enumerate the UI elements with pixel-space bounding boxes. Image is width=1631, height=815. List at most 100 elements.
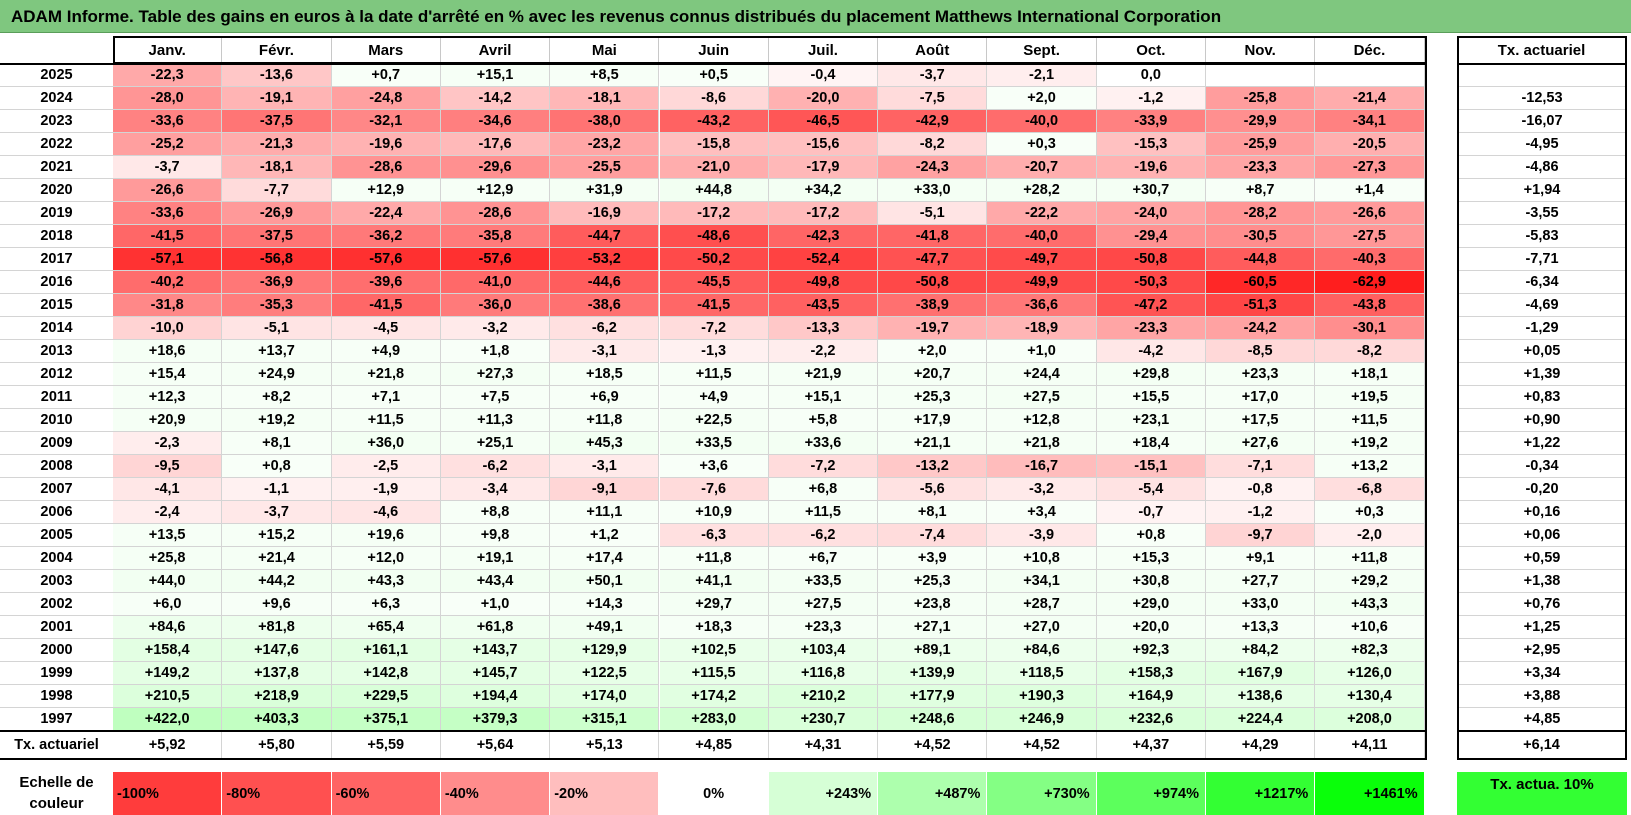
- table-cell: +27,0: [987, 616, 1097, 639]
- rate-cell: +0,83: [1457, 386, 1627, 409]
- table-cell: -25,2: [113, 133, 223, 156]
- table-cell: +375,1: [331, 708, 441, 731]
- table-cell: +30,8: [1096, 570, 1206, 593]
- year-label: 2023: [0, 110, 113, 133]
- table-cell: +232,6: [1096, 708, 1206, 731]
- table-cell: -50,2: [659, 248, 769, 271]
- table-cell: -50,8: [878, 271, 988, 294]
- table-cell: +43,4: [440, 570, 551, 593]
- table-cell: +27,5: [768, 593, 879, 616]
- table-cell: +208,0: [1315, 708, 1425, 731]
- table-cell: +0,3: [1315, 501, 1425, 524]
- table-cell: +129,9: [550, 639, 660, 662]
- table-cell: +18,5: [550, 363, 660, 386]
- table-cell: +45,3: [550, 432, 660, 455]
- footer-cell: +4,52: [878, 731, 988, 758]
- table-cell: -22,2: [987, 202, 1097, 225]
- table-cell: +167,9: [1206, 662, 1316, 685]
- table-cell: -13,2: [878, 455, 988, 478]
- table-cell: +248,6: [878, 708, 988, 731]
- table-cell: -22,3: [113, 64, 223, 87]
- table-cell: -26,6: [1315, 202, 1425, 225]
- table-cell: +0,5: [659, 64, 769, 87]
- rate-cell: -7,71: [1457, 248, 1627, 271]
- table-cell: +174,0: [550, 685, 660, 708]
- table-cell: -42,3: [768, 225, 879, 248]
- table-cell: +3,4: [987, 501, 1097, 524]
- table-cell: +130,4: [1315, 685, 1425, 708]
- month-header: Mars: [332, 37, 441, 64]
- table-cell: +0,8: [1096, 524, 1206, 547]
- table-cell: -26,6: [113, 179, 223, 202]
- table-cell: -2,5: [331, 455, 441, 478]
- footer-cell: +4,85: [660, 731, 769, 758]
- table-cell: +29,2: [1315, 570, 1425, 593]
- rate-cell: -0,34: [1457, 455, 1627, 478]
- table-cell: +19,2: [222, 409, 332, 432]
- table-cell: [1206, 64, 1316, 87]
- table-cell: -36,6: [987, 294, 1097, 317]
- table-cell: +177,9: [878, 685, 988, 708]
- table-cell: +21,9: [768, 363, 879, 386]
- table-cell: +41,1: [659, 570, 769, 593]
- year-label: 2015: [0, 294, 113, 317]
- rate-cell: +1,38: [1457, 570, 1627, 593]
- rate-cell: -16,07: [1457, 110, 1627, 133]
- table-cell: +229,5: [331, 685, 441, 708]
- table-cell: +84,2: [1206, 639, 1316, 662]
- month-header: Déc.: [1315, 37, 1425, 64]
- table-cell: -5,1: [222, 317, 332, 340]
- table-cell: -3,2: [440, 317, 551, 340]
- month-header: Août: [878, 37, 988, 64]
- table-cell: +81,8: [222, 616, 332, 639]
- table-cell: -6,3: [659, 524, 769, 547]
- table-cell: +230,7: [768, 708, 879, 731]
- table-cell: +20,9: [113, 409, 223, 432]
- table-cell: -25,9: [1206, 133, 1316, 156]
- year-label: 2012: [0, 363, 113, 386]
- table-cell: -40,0: [987, 110, 1097, 133]
- table-cell: +28,2: [987, 179, 1097, 202]
- table-cell: +14,3: [550, 593, 660, 616]
- scale-swatch: +1217%: [1206, 772, 1316, 815]
- table-cell: [1315, 64, 1425, 87]
- footer-cell: +5,92: [113, 731, 223, 758]
- table-cell: +1,0: [440, 593, 551, 616]
- scale-swatch: +487%: [878, 772, 988, 815]
- table-cell: -21,0: [659, 156, 769, 179]
- table-cell: -1,2: [1206, 501, 1316, 524]
- table-cell: +15,3: [1096, 547, 1206, 570]
- table-cell: +44,8: [659, 179, 769, 202]
- footer-cell: +5,80: [222, 731, 332, 758]
- rate-cell: +0,05: [1457, 340, 1627, 363]
- table-cell: +145,7: [440, 662, 551, 685]
- table-cell: +27,1: [878, 616, 988, 639]
- table-cell: +18,6: [113, 340, 223, 363]
- month-header: Sept.: [987, 37, 1097, 64]
- report-title: ADAM Informe. Table des gains en euros à…: [0, 0, 1631, 33]
- table-cell: +22,5: [659, 409, 769, 432]
- table-cell: +246,9: [987, 708, 1097, 731]
- table-cell: +15,1: [440, 64, 551, 87]
- table-cell: -40,2: [113, 271, 223, 294]
- table-cell: +31,9: [550, 179, 660, 202]
- year-label: 2009: [0, 432, 113, 455]
- table-bottom-border: [0, 758, 1427, 760]
- table-cell: +34,2: [768, 179, 879, 202]
- table-cell: -44,8: [1206, 248, 1316, 271]
- table-cell: +23,1: [1096, 409, 1206, 432]
- table-cell: +10,8: [987, 547, 1097, 570]
- table-cell: +149,2: [113, 662, 223, 685]
- table-cell: -29,6: [440, 156, 551, 179]
- year-label: 2005: [0, 524, 113, 547]
- scale-swatch: 0%: [659, 772, 769, 815]
- year-label: 2016: [0, 271, 113, 294]
- rate-cell: [1457, 64, 1627, 87]
- year-label: 2000: [0, 639, 113, 662]
- table-cell: -39,6: [331, 271, 441, 294]
- table-cell: +13,2: [1315, 455, 1425, 478]
- year-label: 2007: [0, 478, 113, 501]
- table-cell: +8,1: [222, 432, 332, 455]
- year-label: 1997: [0, 708, 113, 731]
- table-cell: -57,6: [440, 248, 551, 271]
